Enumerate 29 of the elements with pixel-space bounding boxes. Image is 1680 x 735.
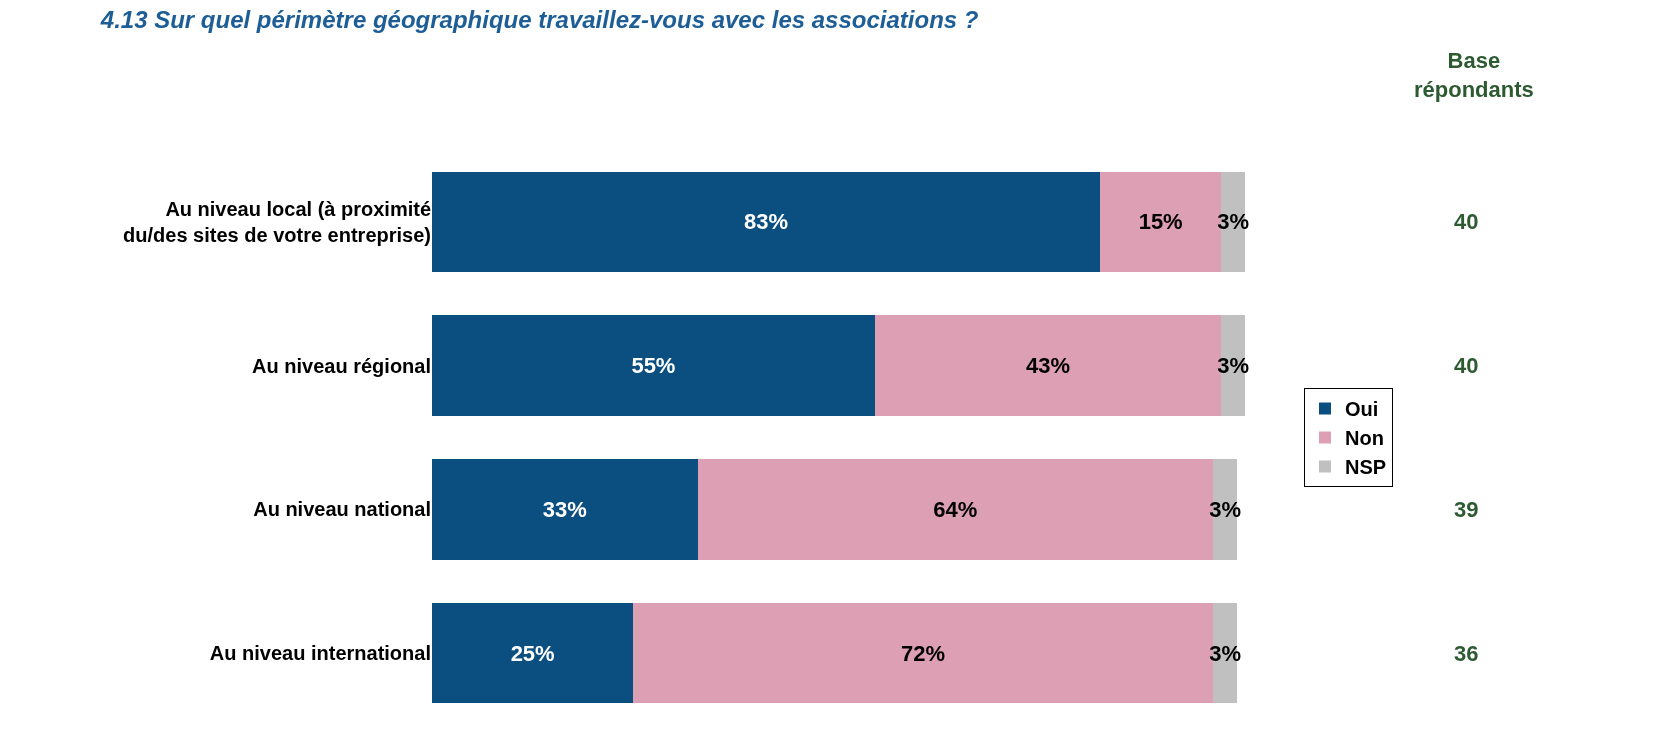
y-tick-label: Au niveau local (à proximité du/des sites de votre entreprise) xyxy=(123,197,431,246)
data-label: 72% xyxy=(901,640,946,666)
bar xyxy=(432,602,634,704)
data-label: 43% xyxy=(1025,353,1070,379)
bar xyxy=(432,459,698,560)
data-label: 3% xyxy=(1209,640,1241,666)
data-label: 33% xyxy=(542,496,587,522)
chart-title: 4.13 Sur quel périmètre géographique travaillez-vous avec les associations ? xyxy=(99,5,979,33)
y-tick-label: Au niveau national xyxy=(253,498,431,521)
data-label: 3% xyxy=(1217,209,1250,235)
legend-label: NSP xyxy=(1345,456,1387,479)
text: 40 xyxy=(1454,209,1479,234)
legend-label: Oui xyxy=(1345,398,1379,421)
data-label: 55% xyxy=(631,353,676,379)
y-tick-label: Au niveau régional xyxy=(252,354,431,377)
text: 36 xyxy=(1454,641,1479,666)
data-label: 25% xyxy=(510,640,555,666)
data-label: 64% xyxy=(933,496,978,522)
text: Base répondants xyxy=(1414,48,1534,102)
text: 39 xyxy=(1454,497,1479,522)
bar xyxy=(432,315,875,416)
text: 40 xyxy=(1454,353,1479,378)
bar xyxy=(432,171,1101,273)
data-label: 15% xyxy=(1138,209,1183,235)
data-label: 3% xyxy=(1209,496,1241,522)
data-label: 3% xyxy=(1217,353,1250,379)
legend-label: Non xyxy=(1345,427,1384,450)
data-label: 83% xyxy=(744,209,789,235)
y-tick-label: Au niveau international xyxy=(209,642,431,665)
